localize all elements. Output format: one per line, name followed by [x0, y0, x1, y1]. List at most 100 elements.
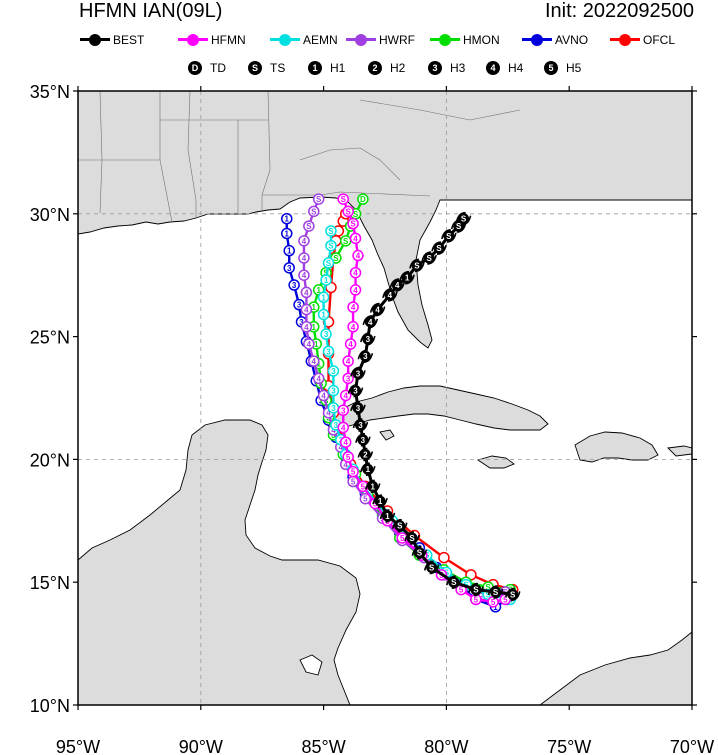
y-tick-label: 10°N: [30, 696, 70, 716]
category-symbol: 5: [544, 61, 558, 75]
svg-text:3: 3: [324, 330, 329, 339]
legend-swatch: [522, 33, 552, 47]
track-point: 4: [349, 266, 362, 279]
svg-text:S: S: [328, 242, 334, 251]
legend-category-ts: S TS: [248, 61, 285, 75]
svg-text:3: 3: [346, 374, 351, 383]
legend-item-best: BEST: [80, 33, 144, 47]
svg-text:1: 1: [324, 276, 329, 285]
legend-item-avno: AVNO: [522, 33, 588, 47]
svg-text:3: 3: [331, 404, 336, 413]
svg-text:4: 4: [343, 438, 348, 447]
svg-text:S: S: [417, 549, 423, 558]
svg-text:3: 3: [331, 367, 336, 376]
track-point: S: [404, 531, 420, 545]
track-point: 3: [350, 401, 366, 415]
svg-text:1: 1: [285, 215, 290, 224]
legend-label: HFMN: [211, 33, 246, 47]
legend-item-ofcl: OFCL: [610, 33, 675, 47]
track-point: S: [337, 193, 349, 205]
track-point: S: [303, 220, 315, 232]
x-tick-label: 70°W: [670, 737, 714, 755]
init-time-label: Init: 2022092500: [544, 0, 694, 22]
track-point: S: [423, 560, 440, 575]
axes: 95°W 90°W 85°W 80°W 75°W 70°W 35°N 30°N 25°N 20°N…: [30, 82, 714, 755]
svg-text:5: 5: [346, 453, 351, 462]
svg-text:3: 3: [287, 264, 292, 273]
x-tick-label: 75°W: [547, 737, 591, 755]
svg-text:S: S: [333, 254, 339, 263]
track-point: S: [411, 545, 428, 560]
svg-text:3: 3: [361, 436, 366, 445]
svg-text:3: 3: [366, 335, 371, 344]
track-point: 1: [379, 509, 396, 523]
track-point: 4: [300, 286, 313, 299]
category-label: TD: [210, 61, 226, 75]
track-point: 3: [283, 262, 295, 274]
track-point: S: [325, 225, 337, 237]
track-point: S: [445, 575, 462, 589]
svg-text:5: 5: [491, 598, 496, 607]
svg-text:4: 4: [388, 291, 393, 300]
track-point: S: [421, 251, 437, 265]
map-title: HFMN IAN(09L): [79, 0, 223, 22]
svg-text:4: 4: [331, 426, 336, 435]
svg-text:1: 1: [287, 247, 292, 256]
track-point: 3: [352, 418, 369, 432]
us-landmass: [78, 91, 692, 349]
svg-text:4: 4: [312, 357, 317, 366]
svg-text:S: S: [446, 232, 452, 241]
track-point: 4: [344, 338, 357, 350]
svg-text:S: S: [414, 261, 420, 270]
track-point: 3: [327, 402, 340, 414]
y-tick-label: 25°N: [30, 328, 70, 348]
track-point: 5: [342, 451, 354, 463]
svg-text:5: 5: [459, 586, 464, 595]
graticule: [78, 91, 692, 705]
svg-text:5: 5: [503, 595, 508, 604]
legend-swatch: [610, 33, 640, 47]
svg-text:4: 4: [304, 323, 309, 332]
category-symbol: 2: [368, 61, 382, 75]
svg-text:1: 1: [314, 340, 319, 349]
svg-text:3: 3: [326, 347, 331, 356]
svg-text:4: 4: [321, 392, 326, 401]
track-point: 4: [352, 249, 364, 262]
legend-category-td: D TD: [188, 61, 226, 75]
legend-label: BEST: [113, 33, 145, 47]
svg-text:S: S: [328, 227, 334, 236]
svg-text:5: 5: [361, 482, 366, 491]
svg-text:3: 3: [299, 318, 304, 327]
state-borders: [78, 91, 521, 223]
y-tick-label: 15°N: [30, 573, 70, 593]
track-point: 4: [298, 252, 310, 264]
svg-text:1: 1: [405, 274, 410, 283]
puerto-rico-island: [667, 445, 692, 457]
plot-frame: [77, 90, 693, 706]
svg-text:4: 4: [302, 237, 307, 246]
track-point: D: [357, 193, 369, 205]
track-point: S: [325, 239, 337, 252]
track-point: 3: [360, 332, 376, 346]
legend-swatch: [270, 33, 300, 47]
land-masses: [78, 91, 692, 705]
svg-text:3: 3: [334, 421, 339, 430]
track-point: 4: [389, 278, 406, 292]
legend-item-aemn: AEMN: [270, 33, 338, 47]
category-symbol: D: [188, 61, 202, 75]
svg-text:4: 4: [375, 306, 380, 315]
svg-text:S: S: [326, 259, 332, 268]
track-point: S: [312, 193, 325, 205]
track-point: 4: [382, 288, 398, 302]
track-point: S: [391, 518, 408, 533]
svg-text:4: 4: [326, 409, 331, 418]
svg-text:3: 3: [341, 406, 346, 415]
svg-text:2: 2: [363, 450, 368, 459]
model-legend: BEST HFMN AEMN HWRF HMON AVNO OFCL: [0, 30, 718, 50]
track-point: [438, 551, 450, 564]
track-point: 4: [303, 338, 315, 350]
track-point: S: [431, 241, 447, 255]
hispaniola-island: [574, 431, 659, 463]
legend-label: HMON: [463, 33, 500, 47]
